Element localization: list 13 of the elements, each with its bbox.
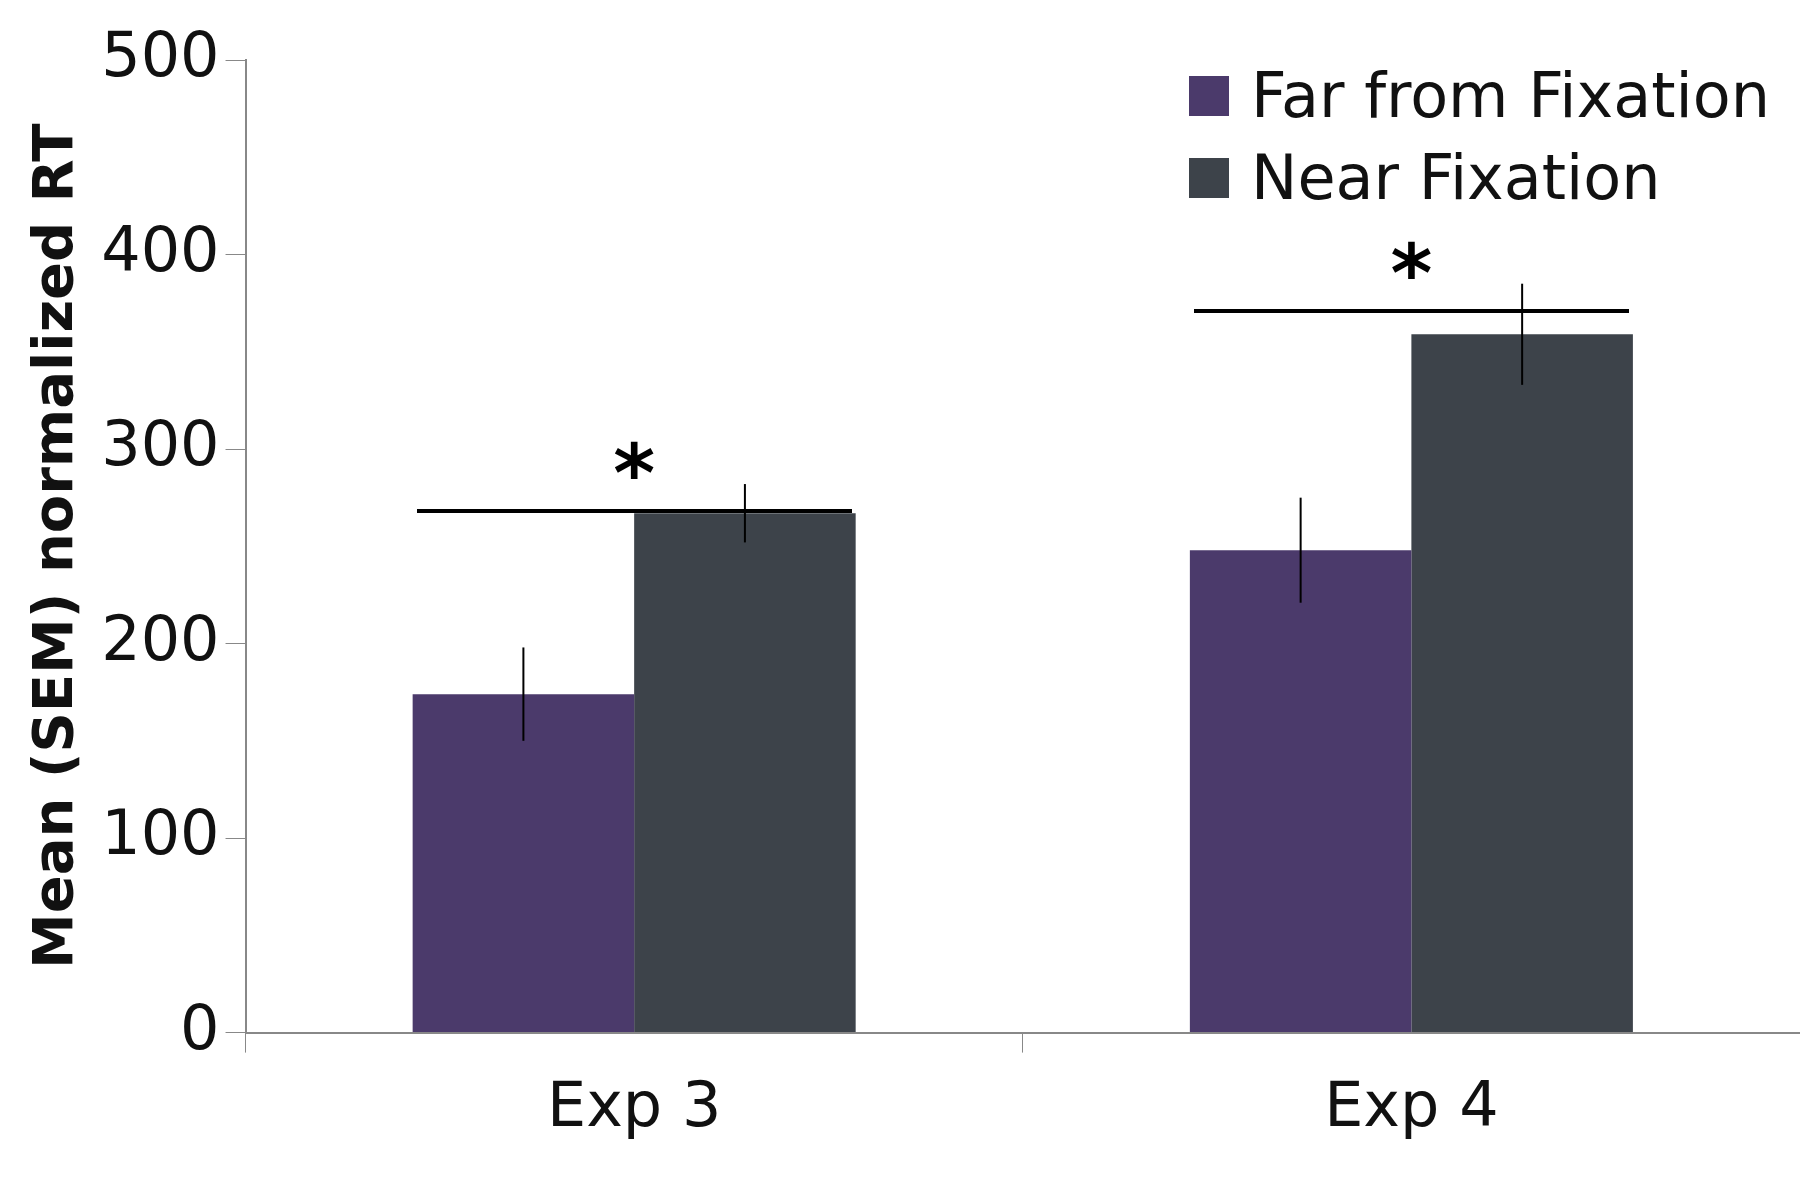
legend-label: Far from Fixation	[1251, 58, 1770, 134]
legend-label: Near Fixation	[1251, 140, 1661, 216]
y-tick-label: 500	[101, 18, 220, 92]
y-tick-label: 0	[180, 990, 220, 1064]
y-tick-label: 100	[101, 796, 220, 870]
y-tick-label: 400	[101, 212, 220, 286]
y-tick-label: 200	[101, 601, 220, 675]
y-tick-label: 300	[101, 407, 220, 481]
x-tick-label: Exp 4	[1324, 1067, 1499, 1141]
annotation: *	[613, 427, 656, 521]
annotation: *	[1390, 226, 1433, 320]
y-axis-title: Mean (SEM) normalized RT	[20, 123, 86, 969]
x-tick-label: Exp 3	[546, 1067, 722, 1141]
